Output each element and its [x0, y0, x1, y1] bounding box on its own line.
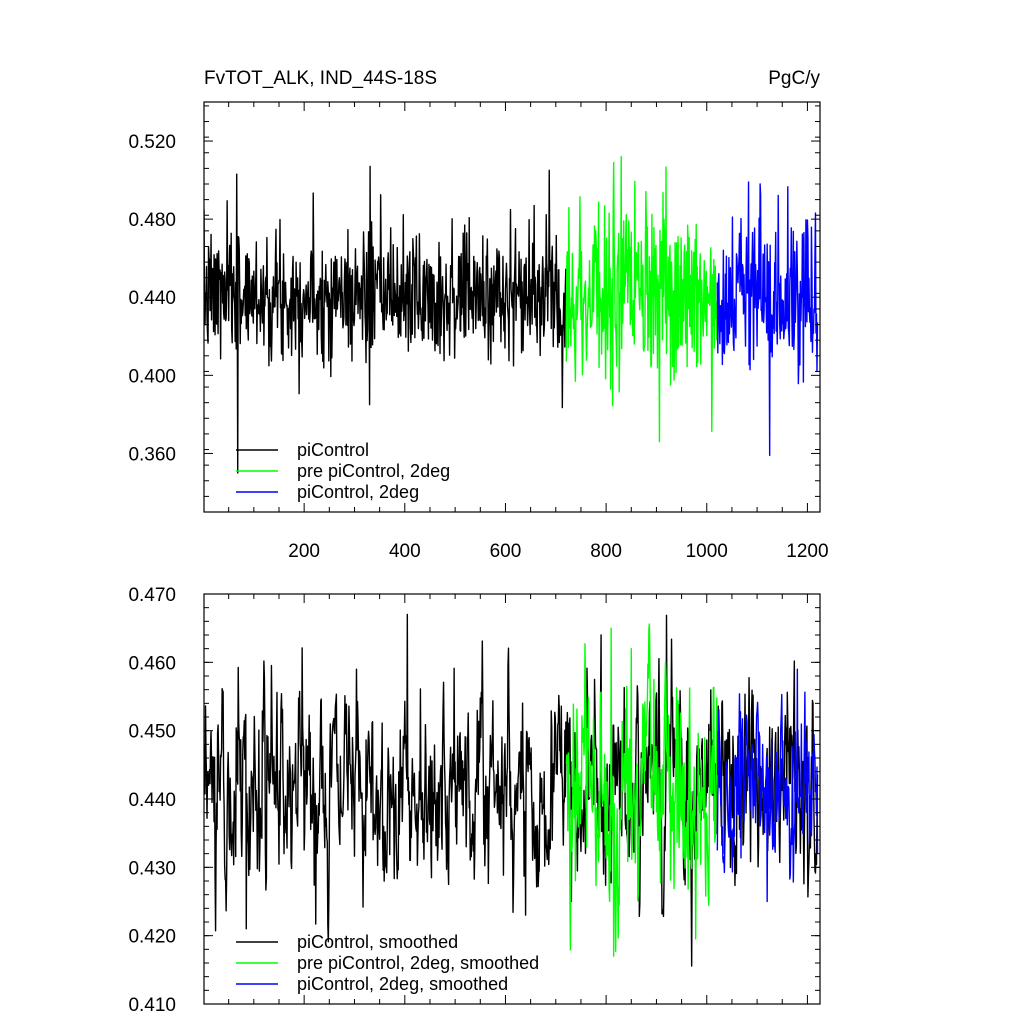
bottom-ytick-label: 0.450 — [128, 722, 176, 743]
bottom-series-line-1 — [204, 613, 819, 967]
bottom-legend-label-2: pre piControl, 2deg, smoothed — [297, 953, 539, 973]
top-xtick-label: 600 — [490, 541, 522, 562]
bottom-ticks-layer: 0.410 0.420 0.430 0.440 0.450 0.460 0.470 — [128, 585, 820, 1016]
top-xtick-label: 400 — [389, 541, 421, 562]
bottom-series-layer — [204, 613, 819, 967]
top-plot-frame — [203, 101, 821, 513]
top-xtick-label: 1000 — [686, 541, 728, 562]
bottom-panel: 0.410 0.420 0.430 0.440 0.450 0.460 0.470 piCo… — [128, 585, 821, 1016]
chart-units: PgC/y — [768, 68, 820, 89]
bottom-ytick-label: 0.420 — [128, 927, 176, 948]
top-ytick-label: 0.480 — [128, 210, 176, 231]
top-ytick-label: 0.520 — [128, 132, 176, 153]
top-ytick-label: 0.400 — [128, 366, 176, 387]
bottom-ytick-label: 0.410 — [128, 995, 176, 1016]
top-ytick-label: 0.440 — [128, 288, 176, 309]
top-legend-label-3: piControl, 2deg — [297, 482, 419, 502]
top-series-line-2 — [565, 155, 718, 443]
top-legend-label-1: piControl — [297, 440, 369, 460]
bottom-ytick-label: 0.460 — [128, 653, 176, 674]
bottom-series-line-2 — [565, 623, 718, 957]
top-ticks-layer: 0.360 0.400 0.440 0.480 0.520 200 400 600 800 100… — [128, 102, 829, 562]
top-panel: 0.360 0.400 0.440 0.480 0.520 200 400 600 800 100… — [128, 101, 829, 562]
top-ytick-label: 0.360 — [128, 444, 176, 465]
bottom-ytick-label: 0.440 — [128, 790, 176, 811]
bottom-ytick-label: 0.470 — [128, 585, 176, 606]
top-series-layer — [204, 155, 819, 474]
top-xtick-label: 800 — [590, 541, 622, 562]
top-series-line-1 — [204, 165, 567, 474]
bottom-series-line-3 — [716, 668, 819, 903]
bottom-legend-label-3: piControl, 2deg, smoothed — [297, 974, 508, 994]
top-xtick-label: 200 — [288, 541, 320, 562]
top-series-line-3 — [716, 181, 819, 457]
top-legend-label-2: pre piControl, 2deg — [297, 461, 450, 481]
top-xtick-label: 1200 — [786, 541, 828, 562]
bottom-legend-label-1: piControl, smoothed — [297, 932, 458, 952]
bottom-ytick-label: 0.430 — [128, 858, 176, 879]
chart-title: FvTOT_ALK, IND_44S-18S — [204, 68, 437, 89]
